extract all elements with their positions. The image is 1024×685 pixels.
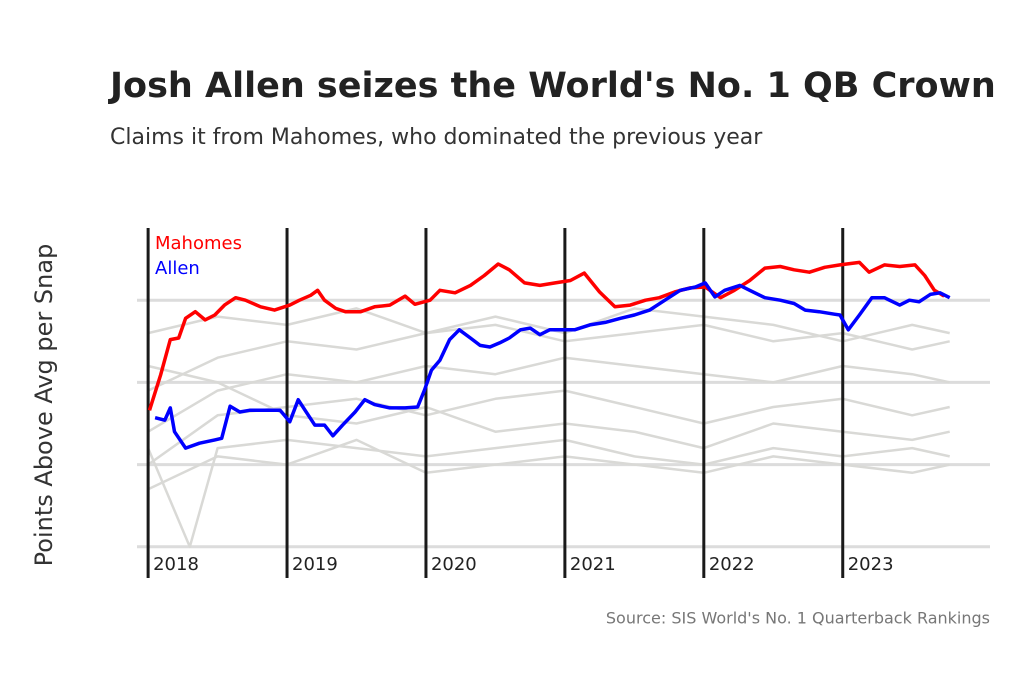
legend-label: Mahomes — [155, 233, 242, 254]
legend-label: Allen — [155, 258, 200, 279]
chart-subtitle: Claims it from Mahomes, who dominated th… — [110, 125, 763, 150]
series-line — [154, 281, 951, 450]
x-tick-label: 2022 — [709, 554, 755, 575]
source: Source: SIS World's No. 1 Quarterback Ra… — [606, 609, 990, 628]
x-tick-label: 2023 — [848, 554, 894, 575]
x-tick-label: 2021 — [570, 554, 616, 575]
x-tick-label: 2020 — [431, 554, 477, 575]
chart-title: Josh Allen seizes the World's No. 1 QB C… — [108, 66, 996, 106]
y-axis-label: Points Above Avg per Snap — [30, 244, 58, 567]
plot-area: 2018 2019 2020 2021 2022 2023 Mahomes Allen — [137, 228, 990, 578]
x-tick-label: 2019 — [292, 554, 338, 575]
series-line — [147, 260, 946, 411]
x-tick-label: 2018 — [153, 554, 199, 575]
background-line — [146, 438, 950, 549]
